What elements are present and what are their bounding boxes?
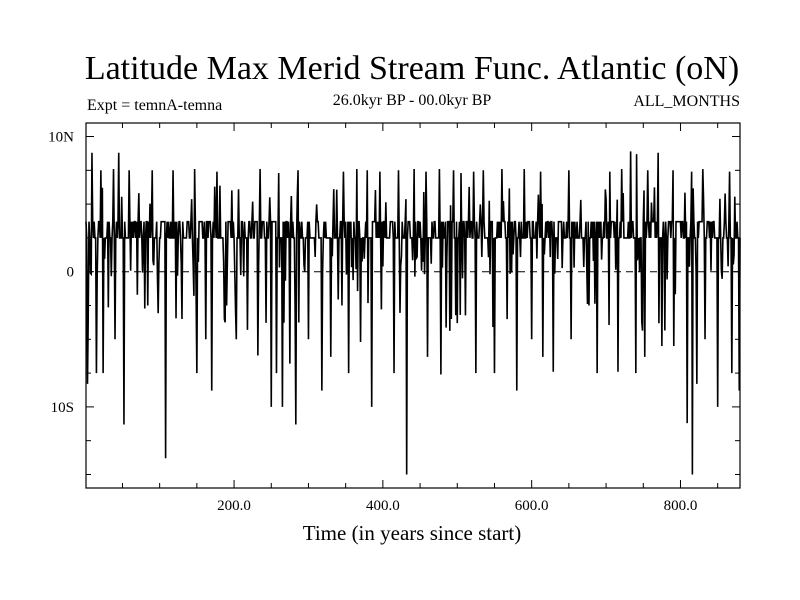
x-tick-label: 400.0 [366, 498, 400, 514]
y-tick-label: 0 [67, 265, 75, 281]
chart-subtitle-right: ALL_MONTHS [633, 93, 740, 110]
chart-subtitle-left: Expt = temnA-temna [87, 97, 222, 114]
series-line [85, 151, 741, 475]
chart-subtitle-center: 26.0kyr BP - 00.0kyr BP [333, 92, 492, 109]
x-tick-label: 600.0 [515, 498, 549, 514]
y-tick-label: 10S [51, 400, 74, 416]
x-axis: 200.0 400.0 600.0 800.0 [121, 123, 719, 514]
x-tick-label: 800.0 [664, 498, 698, 514]
x-tick-label: 200.0 [217, 498, 251, 514]
chart-title: Latitude Max Merid Stream Func. Atlantic… [85, 50, 739, 87]
y-tick-label: 10N [48, 130, 74, 146]
x-axis-label: Time (in years since start) [303, 521, 522, 545]
